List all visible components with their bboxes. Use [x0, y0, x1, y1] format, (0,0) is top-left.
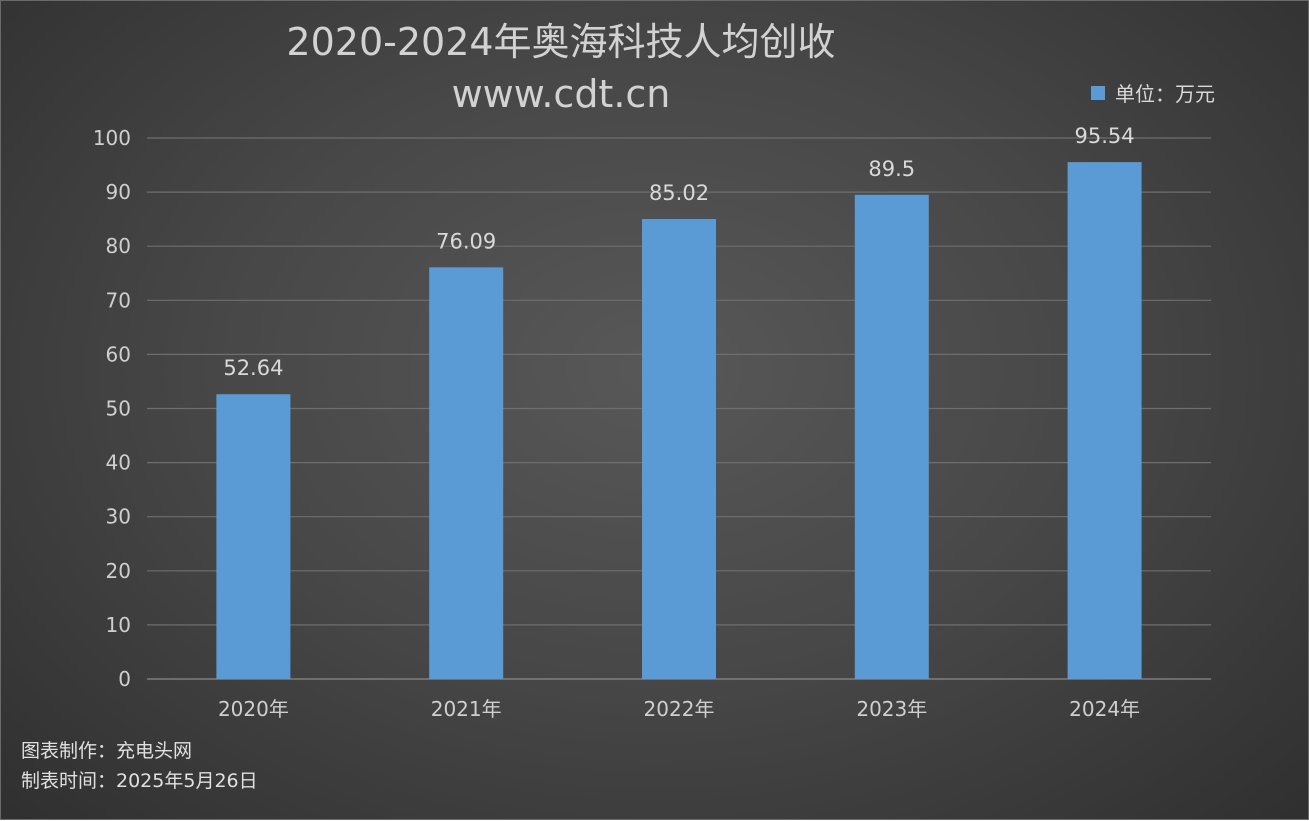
data-label: 52.64 [223, 356, 283, 380]
y-tick-label: 90 [106, 180, 131, 204]
legend-label: 单位：万元 [1115, 82, 1215, 106]
bar [216, 394, 291, 679]
bar [1067, 162, 1142, 679]
chart-subtitle: www.cdt.cn [451, 72, 671, 116]
y-tick-label: 0 [118, 667, 131, 691]
y-tick-label: 50 [106, 397, 131, 421]
x-tick-label: 2022年 [644, 697, 715, 721]
y-tick-label: 70 [106, 288, 131, 312]
bar [642, 219, 716, 679]
legend: 单位：万元 [1091, 78, 1215, 107]
bar [854, 194, 929, 679]
y-tick-label: 40 [106, 451, 131, 475]
x-tick-label: 2024年 [1069, 697, 1140, 721]
y-tick-label: 20 [106, 559, 131, 583]
data-label: 76.09 [436, 229, 496, 253]
chart-title: 2020-2024年奥海科技人均创收 [286, 20, 836, 64]
x-tick-label: 2023年 [856, 697, 927, 721]
y-tick-label: 100 [93, 126, 131, 150]
x-tick-label: 2020年 [218, 697, 289, 721]
y-tick-label: 60 [106, 342, 131, 366]
data-label: 95.54 [1075, 124, 1135, 148]
data-label: 89.5 [868, 157, 915, 181]
legend-swatch [1091, 85, 1105, 100]
footer-date: 制表时间：2025年5月26日 [21, 770, 258, 792]
y-tick-label: 80 [106, 234, 131, 258]
footer-credit: 图表制作：充电头网 [21, 740, 193, 762]
y-tick-label: 10 [106, 613, 131, 637]
bar [429, 267, 504, 679]
data-label: 85.02 [649, 181, 709, 205]
x-tick-label: 2021年 [431, 697, 502, 721]
y-tick-label: 30 [106, 505, 131, 529]
